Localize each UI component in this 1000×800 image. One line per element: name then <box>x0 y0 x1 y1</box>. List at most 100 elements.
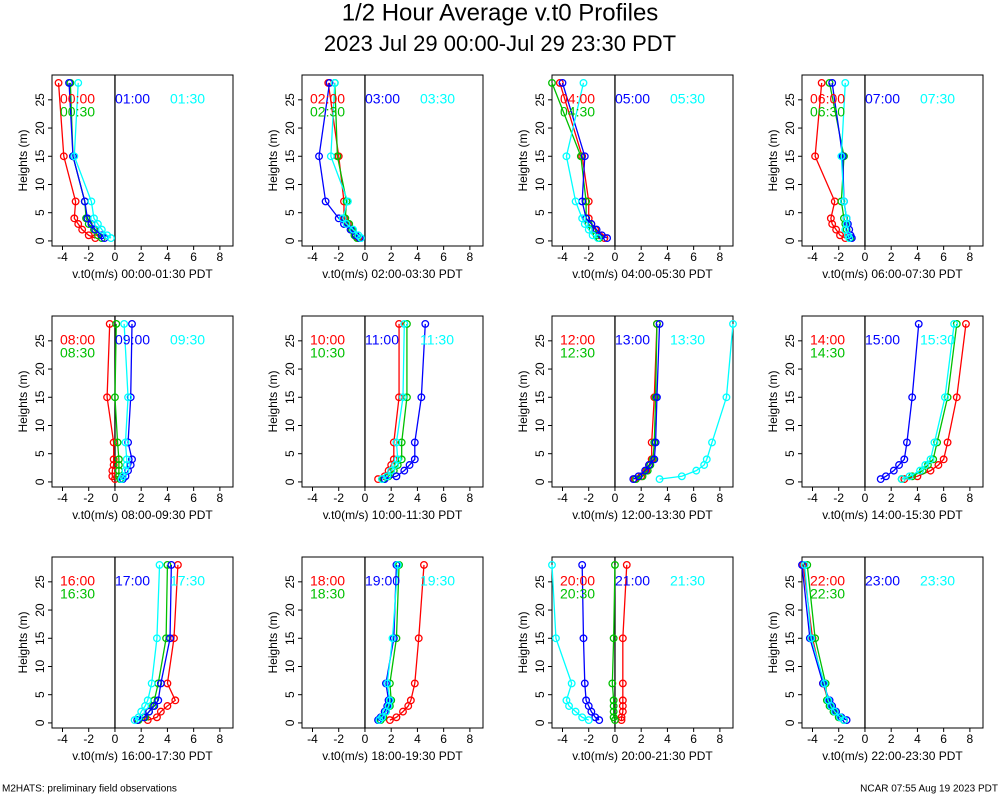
y-tick-label: 0 <box>533 478 547 485</box>
profile-point <box>609 702 618 710</box>
profile-point <box>933 438 942 447</box>
y-tick-label: 5 <box>533 450 547 457</box>
y-axis-label: Heights (m) <box>766 129 780 191</box>
profile-point <box>109 461 118 469</box>
profile-point <box>950 319 959 328</box>
profile-point <box>111 393 119 402</box>
profile-point <box>84 231 93 240</box>
profile-point <box>121 466 130 475</box>
profile-point <box>126 393 135 402</box>
profile-point <box>321 197 330 206</box>
profile-point <box>87 197 96 206</box>
profile-point <box>840 197 848 206</box>
x-tick-label: 6 <box>190 732 197 746</box>
profile-point <box>618 702 627 710</box>
profile-point <box>124 438 133 447</box>
profile-point <box>122 455 131 464</box>
profile-point <box>349 225 358 234</box>
legend-entry: 14:00 <box>810 332 845 348</box>
legend-entry: 10:00 <box>310 332 345 348</box>
profile-point <box>343 197 352 206</box>
profile-point <box>579 634 588 643</box>
y-axis-label: Heights (m) <box>766 611 780 673</box>
profile-point <box>342 220 351 228</box>
profile-point <box>383 472 392 481</box>
footer-right: NCAR 07:55 Aug 19 2023 PDT <box>860 784 998 795</box>
profile-point <box>156 679 165 688</box>
x-tick-label: -4 <box>807 250 818 264</box>
x-axis-label: v.t0(m/s) 18:00-19:30 PDT <box>322 749 463 763</box>
x-tick-label: 4 <box>664 491 671 505</box>
plot-frame <box>551 556 734 729</box>
profile-point <box>836 231 844 240</box>
x-tick-label: -2 <box>583 250 594 264</box>
legend-entry: 09:30 <box>170 332 205 348</box>
y-tick-label: 15 <box>283 149 297 163</box>
x-axis-label: v.t0(m/s) 08:00-09:30 PDT <box>72 508 213 522</box>
profile-point <box>828 78 837 87</box>
y-tick-label: 20 <box>283 603 297 617</box>
x-tick-label: 2 <box>138 491 145 505</box>
profile-point <box>825 78 834 87</box>
profile-point <box>832 225 841 234</box>
y-tick-label: 10 <box>783 418 797 432</box>
profile-point <box>817 78 826 87</box>
x-tick-label: -2 <box>333 732 344 746</box>
profile-point <box>167 560 176 569</box>
legend-entry: 23:30 <box>920 573 955 589</box>
profile-point <box>558 78 567 87</box>
profile-point <box>618 679 627 688</box>
x-axis-label: v.t0(m/s) 02:00-03:30 PDT <box>322 267 463 281</box>
profile-point <box>392 713 401 722</box>
x-tick-label: -2 <box>833 491 844 505</box>
legend-entry: 20:30 <box>560 586 595 602</box>
x-tick-label: 4 <box>164 250 171 264</box>
profile-point <box>900 455 909 464</box>
profile-point <box>137 707 146 716</box>
x-tick-label: -4 <box>57 732 68 746</box>
profile-point <box>143 696 152 705</box>
profile-point <box>548 78 556 87</box>
x-axis-label: v.t0(m/s) 14:00-15:30 PDT <box>822 508 963 522</box>
x-tick-label: 0 <box>362 732 369 746</box>
x-tick-label: 2 <box>388 732 395 746</box>
profile-point <box>71 197 80 206</box>
profile-point <box>579 78 588 87</box>
x-tick-label: -2 <box>583 732 594 746</box>
profile-point <box>171 696 180 705</box>
x-tick-label: -2 <box>83 732 94 746</box>
profile-point <box>842 220 851 228</box>
legend-entry: 11:30 <box>420 332 454 348</box>
profile-point <box>652 319 661 328</box>
y-tick-label: 25 <box>533 334 547 348</box>
y-tick-label: 0 <box>783 478 797 485</box>
profile-point <box>571 197 580 206</box>
profile-point <box>578 214 587 223</box>
profile-point <box>908 393 917 402</box>
x-tick-label: -4 <box>557 250 568 264</box>
y-axis-label: Heights (m) <box>516 129 530 191</box>
profile-point <box>395 319 404 328</box>
profile-point <box>417 393 426 402</box>
profile-point <box>618 696 627 705</box>
x-tick-label: -4 <box>57 491 68 505</box>
y-tick-label: 0 <box>533 719 547 726</box>
profile-point <box>384 702 393 710</box>
legend-entry: 17:00 <box>115 573 150 589</box>
plot-frame <box>801 74 984 247</box>
x-tick-label: 4 <box>164 732 171 746</box>
y-tick-label: 10 <box>533 418 547 432</box>
x-tick-label: -4 <box>557 732 568 746</box>
x-tick-label: 2 <box>888 250 895 264</box>
legend-entry: 22:00 <box>810 573 845 589</box>
x-tick-label: -2 <box>833 732 844 746</box>
profile-point <box>120 319 129 328</box>
y-tick-label: 0 <box>783 237 797 244</box>
y-tick-label: 20 <box>533 362 547 376</box>
x-tick-label: 2 <box>638 732 645 746</box>
plot-frame <box>301 556 484 729</box>
profile-point <box>567 679 576 688</box>
profile-point <box>122 461 131 469</box>
y-axis-label: Heights (m) <box>766 370 780 432</box>
profile-point <box>580 152 589 161</box>
